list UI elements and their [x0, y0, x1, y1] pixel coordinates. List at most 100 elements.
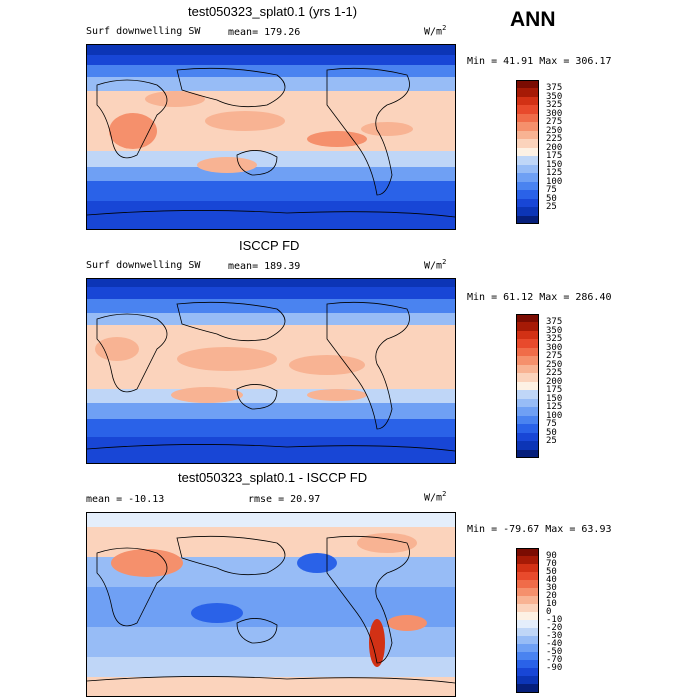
colorbar-swatch — [516, 588, 539, 597]
colorbar-swatch — [516, 164, 539, 174]
colorbar-swatch — [516, 322, 539, 332]
colorbar-swatch — [516, 432, 539, 442]
colorbar-swatch — [516, 644, 539, 653]
colorbar-label: 250 — [546, 359, 563, 370]
colorbar-label: 150 — [546, 159, 563, 170]
colorbar-label: -20 — [546, 623, 563, 633]
colorbar-swatch — [516, 147, 539, 157]
colorbar-swatch — [516, 347, 539, 357]
colorbar-label: -50 — [546, 647, 563, 657]
panel2-colorbar: 375 350 325 300 275 250 225 200 175 150 125 100 75 50… — [516, 314, 586, 459]
panel3-minmax: Min = -79.67 Max = 63.93 — [467, 524, 612, 535]
colorbar-swatch — [516, 580, 539, 589]
colorbar-label: 300 — [546, 108, 563, 119]
colorbar-swatch — [516, 207, 539, 217]
colorbar-swatch — [516, 660, 539, 669]
panel1-title: test050323_splat0.1 (yrs 1-1) — [188, 4, 358, 19]
colorbar-label: 20 — [546, 591, 557, 601]
colorbar-swatch — [516, 449, 539, 459]
colorbar-label: 300 — [546, 342, 563, 353]
colorbar-label: 375 — [546, 83, 563, 94]
colorbar-label: 125 — [546, 402, 563, 413]
colorbar-label: -90 — [546, 663, 563, 673]
colorbar-label: 25 — [546, 202, 557, 213]
panel1-mean: mean= 179.26 — [228, 27, 301, 38]
colorbar-label: 350 — [546, 91, 563, 102]
season-label: ANN — [510, 8, 556, 31]
panel3-title: test050323_splat0.1 - ISCCP FD — [178, 470, 368, 485]
panel2-units: W/m2 — [424, 258, 447, 272]
colorbar-swatch — [516, 181, 539, 191]
colorbar-swatch — [516, 596, 539, 605]
panel2-map — [86, 278, 456, 464]
panel2-mean: mean= 189.39 — [228, 261, 301, 272]
colorbar-swatch — [516, 88, 539, 98]
panel3-mean: mean = -10.13 — [86, 494, 165, 505]
panel3-map — [86, 512, 456, 697]
colorbar-swatch — [516, 424, 539, 434]
colorbar-swatch — [516, 215, 539, 225]
colorbar-label: 10 — [546, 599, 557, 609]
panel2-title: ISCCP FD — [239, 238, 300, 253]
colorbar-swatch — [516, 339, 539, 349]
colorbar-label: 350 — [546, 325, 563, 336]
colorbar-swatch — [516, 668, 539, 677]
colorbar-label: -70 — [546, 655, 563, 665]
colorbar-swatch — [516, 156, 539, 166]
panel1-map — [86, 44, 456, 230]
colorbar-swatch — [516, 564, 539, 573]
colorbar-swatch — [516, 139, 539, 149]
colorbar-swatch — [516, 676, 539, 685]
colorbar-label: 100 — [546, 176, 563, 187]
panel1-colorbar: 375 350 325 300 275 250 225 200 175 150 125 100 75 50… — [516, 80, 586, 225]
panel1-units: W/m2 — [424, 24, 447, 38]
panel1-variable-label: Surf downwelling SW — [86, 26, 201, 37]
colorbar-label: 275 — [546, 117, 563, 128]
panel3-colorbar: 90 70 50 40 30 20 10 0 -10 -20 -30 -40 -50 -70 -90 — [516, 548, 586, 693]
colorbar-label: 325 — [546, 334, 563, 345]
colorbar-swatch — [516, 407, 539, 417]
colorbar-label: 225 — [546, 368, 563, 379]
colorbar-label: 325 — [546, 100, 563, 111]
colorbar-swatch — [516, 636, 539, 645]
colorbar-swatch — [516, 548, 539, 557]
colorbar-swatch — [516, 173, 539, 183]
colorbar-label: -10 — [546, 615, 563, 625]
colorbar-swatch — [516, 398, 539, 408]
colorbar-label: 275 — [546, 351, 563, 362]
colorbar-label: -30 — [546, 631, 563, 641]
colorbar-label: 225 — [546, 134, 563, 145]
colorbar-swatch — [516, 96, 539, 106]
colorbar-label: 40 — [546, 575, 557, 585]
colorbar-swatch — [516, 190, 539, 200]
colorbar-swatch — [516, 620, 539, 629]
colorbar-label: 200 — [546, 142, 563, 153]
colorbar-swatch — [516, 198, 539, 208]
colorbar-swatch — [516, 604, 539, 613]
colorbar-label: 125 — [546, 168, 563, 179]
colorbar-label: 250 — [546, 125, 563, 136]
colorbar-label: 50 — [546, 193, 557, 204]
panel2-variable-label: Surf downwelling SW — [86, 260, 201, 271]
colorbar-label: 100 — [546, 410, 563, 421]
colorbar-swatch — [516, 381, 539, 391]
colorbar-swatch — [516, 122, 539, 132]
colorbar-label: 375 — [546, 317, 563, 328]
colorbar-label: 50 — [546, 427, 557, 438]
colorbar-swatch — [516, 373, 539, 383]
colorbar-label: 25 — [546, 436, 557, 447]
colorbar-swatch — [516, 652, 539, 661]
colorbar-swatch — [516, 330, 539, 340]
colorbar-label: 200 — [546, 376, 563, 387]
colorbar-swatch — [516, 105, 539, 115]
panel1-minmax: Min = 41.91 Max = 306.17 — [467, 56, 612, 67]
colorbar-label: 75 — [546, 419, 557, 430]
colorbar-swatch — [516, 556, 539, 565]
colorbar-swatch — [516, 572, 539, 581]
colorbar-swatch — [516, 80, 539, 89]
colorbar-swatch — [516, 130, 539, 140]
colorbar-label: -40 — [546, 639, 563, 649]
colorbar-swatch — [516, 356, 539, 366]
colorbar-swatch — [516, 390, 539, 400]
panel3-rmse: rmse = 20.97 — [248, 494, 321, 505]
